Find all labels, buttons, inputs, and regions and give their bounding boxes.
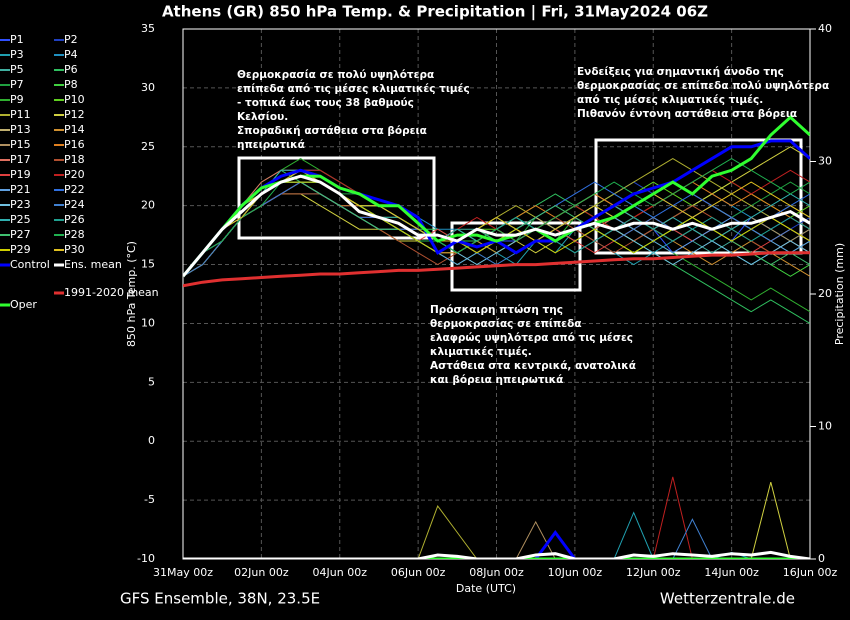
legend-label: P7 (10, 78, 24, 91)
annotation-text: - τοπικά έως τους 38 βαθμούς (237, 97, 414, 109)
legend-label: P24 (64, 198, 85, 211)
annotation-text: θερμοκρασίας σε επίπεδα (430, 318, 582, 330)
x-tick-label: 12Jun 00z (626, 566, 681, 579)
x-tick-label: 06Jun 00z (391, 566, 446, 579)
y-tick-label: 15 (141, 258, 155, 271)
annotation-text: ελαφρώς υψηλότερα από τις μέσες (430, 332, 633, 344)
legend-label: P26 (64, 213, 85, 226)
annotation-text: επίπεδα από τις μέσες κλιματικές τιμές (237, 83, 470, 95)
legend-label: P2 (64, 33, 78, 46)
legend-label: P6 (64, 63, 78, 76)
legend-label: P22 (64, 183, 85, 196)
legend-label: P25 (10, 213, 31, 226)
annotation-box (594, 138, 803, 255)
legend-label: P29 (10, 243, 31, 256)
y2-tick-label: 10 (818, 420, 832, 433)
y2-tick-label: 40 (818, 22, 832, 35)
x-tick-label: 16Jun 00z (783, 566, 838, 579)
y-tick-label: 25 (141, 140, 155, 153)
y2-axis-label: Precipitation (mm) (833, 243, 846, 345)
y-axis-label: 850 hPa Temp. (°C) (125, 241, 138, 347)
legend-label: P27 (10, 228, 31, 241)
legend-label: P16 (64, 138, 85, 151)
legend-label: Ens. mean (64, 258, 122, 271)
legend-label: P9 (10, 93, 24, 106)
precip-line (183, 550, 810, 559)
legend-label: P19 (10, 168, 31, 181)
x-tick-label: 04Jun 00z (313, 566, 368, 579)
precip-line (183, 518, 810, 559)
annotation-text: Πιθανόν έντονη αστάθεια στα βόρεια (577, 108, 797, 120)
temp-line (183, 174, 810, 278)
legend-label: P18 (64, 153, 85, 166)
x-axis-label: Date (UTC) (456, 582, 516, 595)
legend-label: Oper (10, 298, 37, 311)
legend-label: P23 (10, 198, 31, 211)
legend-label: P1 (10, 33, 24, 46)
legend-label: P3 (10, 48, 24, 61)
annotation-text: από τις μέσες κλιματικές τιμές. (577, 94, 763, 106)
y-tick-label: -10 (137, 552, 155, 565)
y-tick-label: 35 (141, 22, 155, 35)
annotation-text: Σποραδική αστάθεια στα βόρεια (237, 125, 427, 137)
x-tick-label: 02Jun 00z (234, 566, 289, 579)
annotation-text: κλιματικές τιμές. (430, 346, 532, 358)
y-tick-label: -5 (144, 493, 155, 506)
precip-line (183, 476, 810, 559)
chart-title: Athens (GR) 850 hPa Temp. & Precipitatio… (162, 3, 708, 22)
y2-tick-label: 0 (818, 552, 825, 565)
legend-label: P5 (10, 63, 24, 76)
y-tick-label: 10 (141, 316, 155, 329)
x-tick-label: 08Jun 00z (469, 566, 524, 579)
x-tick-label: 31May 00z (153, 566, 213, 579)
y2-tick-label: 20 (818, 287, 832, 300)
annotation-text: θερμοκρασίας σε επίπεδα πολύ υψηλότερα (577, 80, 829, 92)
legend-label: P14 (64, 123, 85, 136)
y-tick-label: 5 (148, 375, 155, 388)
annotation-text: Πρόσκαιρη πτώση της (430, 304, 563, 316)
y-tick-label: 20 (141, 199, 155, 212)
legend-label: P12 (64, 108, 85, 121)
annotation-box (237, 156, 436, 240)
annotation-text: Κελσίου. (237, 111, 288, 123)
legend-label: P8 (64, 78, 78, 91)
footer-site: Wetterzentrale.de (660, 590, 795, 608)
legend-label: Control (10, 258, 50, 271)
annotation-text: και βόρεια ηπειρωτικά (430, 374, 563, 386)
y2-tick-label: 30 (818, 155, 832, 168)
legend-label: P17 (10, 153, 31, 166)
annotation-text: Αστάθεια στα κεντρικά, ανατολικά (430, 360, 636, 372)
annotation-text: Θερμοκρασία σε πολύ υψηλότερα (237, 69, 434, 81)
legend-label: P21 (10, 183, 31, 196)
temp-line (183, 169, 810, 277)
temp-line (183, 251, 810, 288)
annotation-text: Ενδείξεις για σημαντική άνοδο της (577, 66, 784, 78)
footer-source: GFS Ensemble, 38N, 23.5E (120, 590, 320, 608)
legend-label: P15 (10, 138, 31, 151)
legend-label: P28 (64, 228, 85, 241)
x-tick-label: 14Jun 00z (704, 566, 759, 579)
y-tick-label: 30 (141, 81, 155, 94)
legend-label: P10 (64, 93, 85, 106)
y-tick-label: 0 (148, 434, 155, 447)
legend-label: P11 (10, 108, 31, 121)
legend-label: P20 (64, 168, 85, 181)
x-tick-label: 10Jun 00z (548, 566, 603, 579)
annotation-text: ηπειρωτικά (237, 139, 305, 151)
legend-label: P4 (64, 48, 78, 61)
legend-label: 1991-2020 mean (64, 286, 159, 299)
legend-label: P30 (64, 243, 85, 256)
legend-label: P13 (10, 123, 31, 136)
